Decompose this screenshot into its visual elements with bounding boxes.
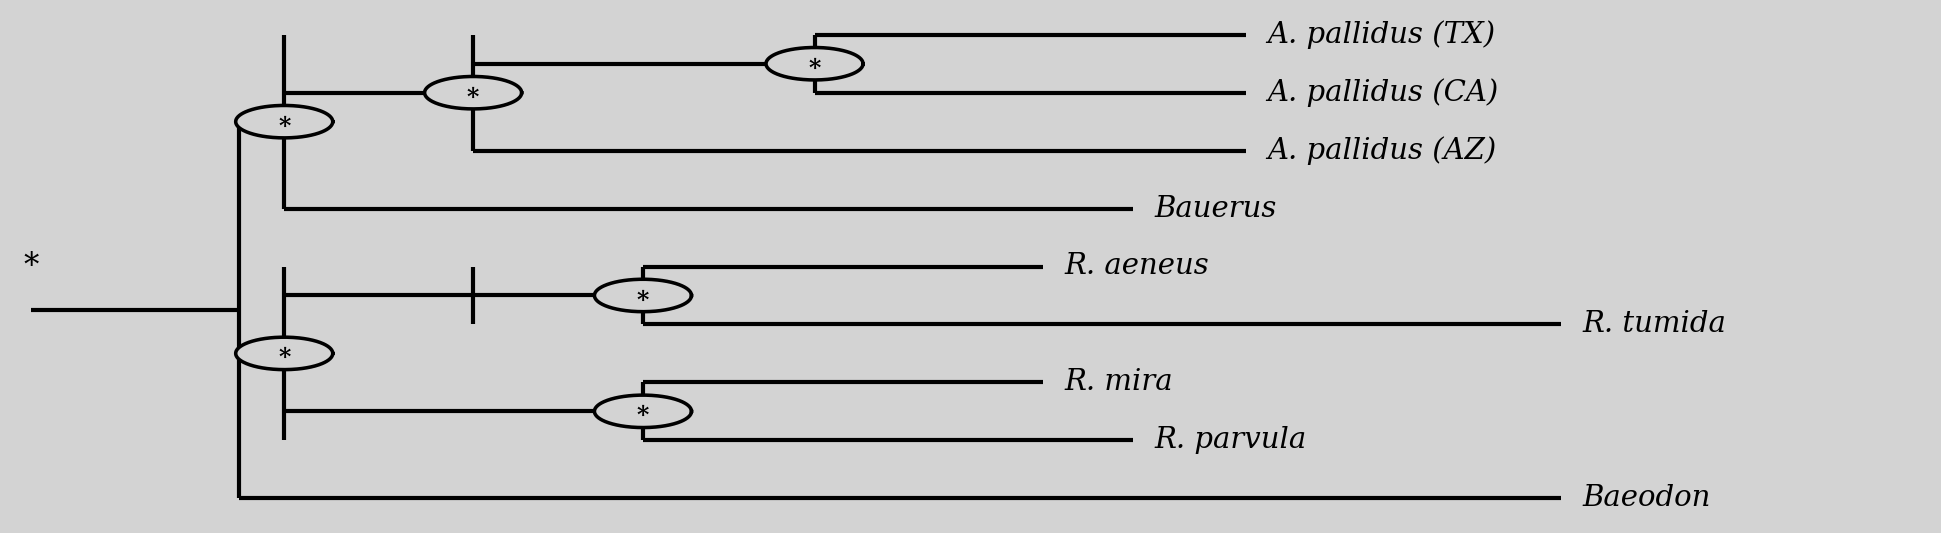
Text: Bauerus: Bauerus [1155, 195, 1277, 223]
Text: ∗: ∗ [466, 80, 481, 104]
Text: A. pallidus (TX): A. pallidus (TX) [1267, 20, 1495, 49]
Polygon shape [594, 395, 691, 427]
Polygon shape [235, 337, 332, 369]
Polygon shape [235, 106, 332, 138]
Text: ∗: ∗ [635, 399, 650, 423]
Polygon shape [767, 47, 864, 80]
Text: A. pallidus (CA): A. pallidus (CA) [1267, 78, 1498, 107]
Text: *: * [23, 251, 39, 282]
Text: ∗: ∗ [276, 110, 293, 134]
Text: ∗: ∗ [635, 284, 650, 308]
Text: R. parvula: R. parvula [1155, 426, 1306, 454]
Text: R. tumida: R. tumida [1582, 310, 1726, 338]
Text: A. pallidus (AZ): A. pallidus (AZ) [1267, 136, 1497, 165]
Polygon shape [425, 76, 522, 109]
Text: Baeodon: Baeodon [1582, 484, 1710, 512]
Text: ∗: ∗ [806, 52, 823, 76]
Text: R. mira: R. mira [1064, 368, 1172, 397]
Text: R. aeneus: R. aeneus [1064, 253, 1209, 280]
Text: ∗: ∗ [276, 342, 293, 366]
Polygon shape [594, 279, 691, 312]
